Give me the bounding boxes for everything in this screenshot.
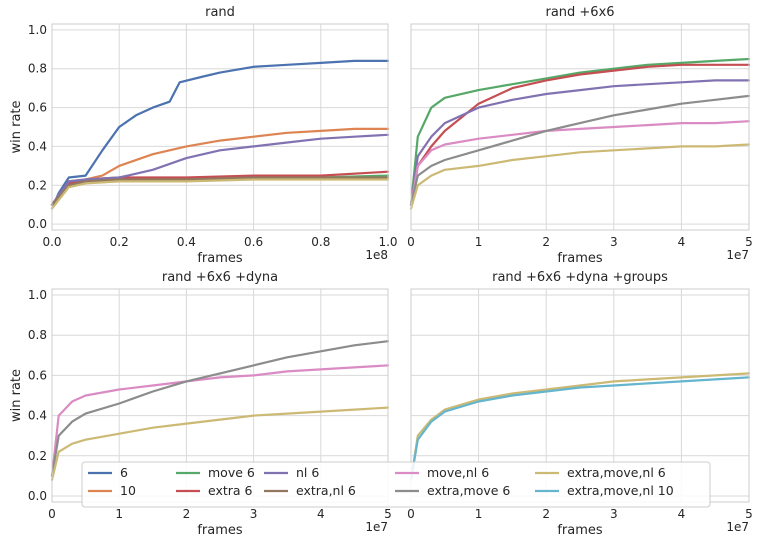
legend-label: extra,nl 6 <box>296 483 356 498</box>
x-tick-label: 1 <box>475 235 483 249</box>
series-line <box>409 372 751 481</box>
series-line <box>409 143 751 210</box>
y-tick-label: 0.4 <box>28 139 47 153</box>
legend-label: extra,move 6 <box>427 483 510 498</box>
series-line <box>50 59 390 210</box>
x-tick-label: 0 <box>407 235 415 249</box>
series-line <box>409 120 751 206</box>
legend-label: extra,move,nl 10 <box>567 483 674 498</box>
x-tick-label: 0.4 <box>177 235 196 249</box>
y-tick-label: 0.8 <box>28 328 47 342</box>
x-axis-label: frames <box>197 251 243 266</box>
series-line <box>409 79 751 206</box>
y-tick-label: 1.0 <box>28 23 47 37</box>
x-tick-label: 5 <box>745 235 753 249</box>
x-tick-label: 3 <box>610 507 618 521</box>
series-line <box>50 170 390 206</box>
x-tick-label: 1 <box>475 507 483 521</box>
y-tick-label: 1.0 <box>28 288 47 302</box>
y-tick-label: 0.6 <box>28 101 47 115</box>
legend-item: 10 <box>88 483 136 498</box>
series-line <box>50 127 390 206</box>
series-line <box>409 63 751 206</box>
x-tick-label: 1.0 <box>378 235 397 249</box>
y-axis-label: win rate <box>9 100 24 153</box>
series-line <box>50 340 390 477</box>
legend-label: extra,move,nl 6 <box>567 465 666 480</box>
legend-label: move,nl 6 <box>427 465 489 480</box>
x-axis-label: frames <box>197 523 243 538</box>
x-scale-label: 1e7 <box>726 520 749 534</box>
x-tick-label: 3 <box>610 235 618 249</box>
x-tick-label: 1 <box>115 507 123 521</box>
panel-title: rand +6x6 +dyna +groups <box>492 270 668 285</box>
legend-item: nl 6 <box>264 465 319 480</box>
panel-title: rand +6x6 <box>545 5 614 20</box>
legend-item: 6 <box>88 465 128 480</box>
legend-label: 10 <box>120 483 136 498</box>
legend-label: extra 6 <box>208 483 253 498</box>
panels: 0.0 0.2 0.4 0.6 0.8 1.0 0.0 0.2 0.4 0.6 0.8 1.0 rand… <box>9 5 753 538</box>
x-scale-label: 1e7 <box>726 248 749 262</box>
series-line <box>50 133 390 206</box>
y-tick-label: 0.6 <box>28 368 47 382</box>
x-tick-label: 0 <box>48 507 56 521</box>
x-tick-label: 4 <box>678 507 686 521</box>
x-tick-label: 2 <box>542 235 550 249</box>
legend-item: extra,move 6 <box>395 483 510 498</box>
legend-label: move 6 <box>208 465 255 480</box>
x-tick-label: 0.2 <box>110 235 129 249</box>
x-tick-label: 2 <box>183 507 191 521</box>
y-axis-label: win rate <box>9 369 24 422</box>
x-tick-label: 0 <box>407 507 415 521</box>
panel-2: 0 1 2 3 4 5 rand +6x6 frames 1e7 <box>407 5 753 266</box>
y-tick-label: 0.0 <box>28 217 47 231</box>
legend-item: extra,move,nl 10 <box>535 483 674 498</box>
x-tick-label: 5 <box>384 507 392 521</box>
series-line <box>409 94 751 206</box>
x-axis-label: frames <box>557 523 603 538</box>
x-tick-label: 4 <box>317 507 325 521</box>
legend-label: 6 <box>120 465 128 480</box>
legend-item: move,nl 6 <box>395 465 489 480</box>
series-line <box>409 376 751 481</box>
panel-4: 0 1 2 3 4 5 rand +6x6 +dyna +groups frames 1e7 <box>407 270 753 538</box>
y-tick-label: 0.2 <box>28 178 47 192</box>
x-axis-label: frames <box>557 251 603 266</box>
series-line <box>50 176 390 206</box>
x-scale-label: 1e7 <box>365 520 388 534</box>
x-tick-label: 3 <box>250 507 258 521</box>
legend-item: extra,nl 6 <box>264 483 356 498</box>
x-tick-label: 0.0 <box>42 235 61 249</box>
plot-frame <box>51 23 389 231</box>
x-tick-label: 0.8 <box>311 235 330 249</box>
y-tick-label: 0.0 <box>28 489 47 503</box>
legend-item: extra 6 <box>176 483 253 498</box>
legend-label: nl 6 <box>296 465 319 480</box>
x-tick-label: 2 <box>542 507 550 521</box>
x-scale-label: 1e8 <box>365 248 388 262</box>
panel-title: rand <box>205 5 235 20</box>
panel-title: rand +6x6 +dyna <box>162 270 278 285</box>
series-line <box>409 57 751 206</box>
series-line <box>50 406 390 481</box>
y-tick-label: 0.2 <box>28 449 47 463</box>
y-tick-label: 0.4 <box>28 409 47 423</box>
y-tick-label: 0.8 <box>28 62 47 76</box>
panel-1: 0.0 0.2 0.4 0.6 0.8 1.0 0.0 0.2 0.4 0.6 0.8 1.0 rand… <box>9 5 398 266</box>
x-tick-label: 0.6 <box>244 235 263 249</box>
legend: 6 10 move 6 extra 6 nl 6 extra,nl 6 move,nl 6 e… <box>81 461 711 508</box>
plot-frame <box>410 23 750 231</box>
series-line <box>50 178 390 210</box>
legend-item: extra,move,nl 6 <box>535 465 666 480</box>
x-tick-label: 4 <box>678 235 686 249</box>
legend-item: move 6 <box>176 465 255 480</box>
x-tick-label: 5 <box>745 507 753 521</box>
